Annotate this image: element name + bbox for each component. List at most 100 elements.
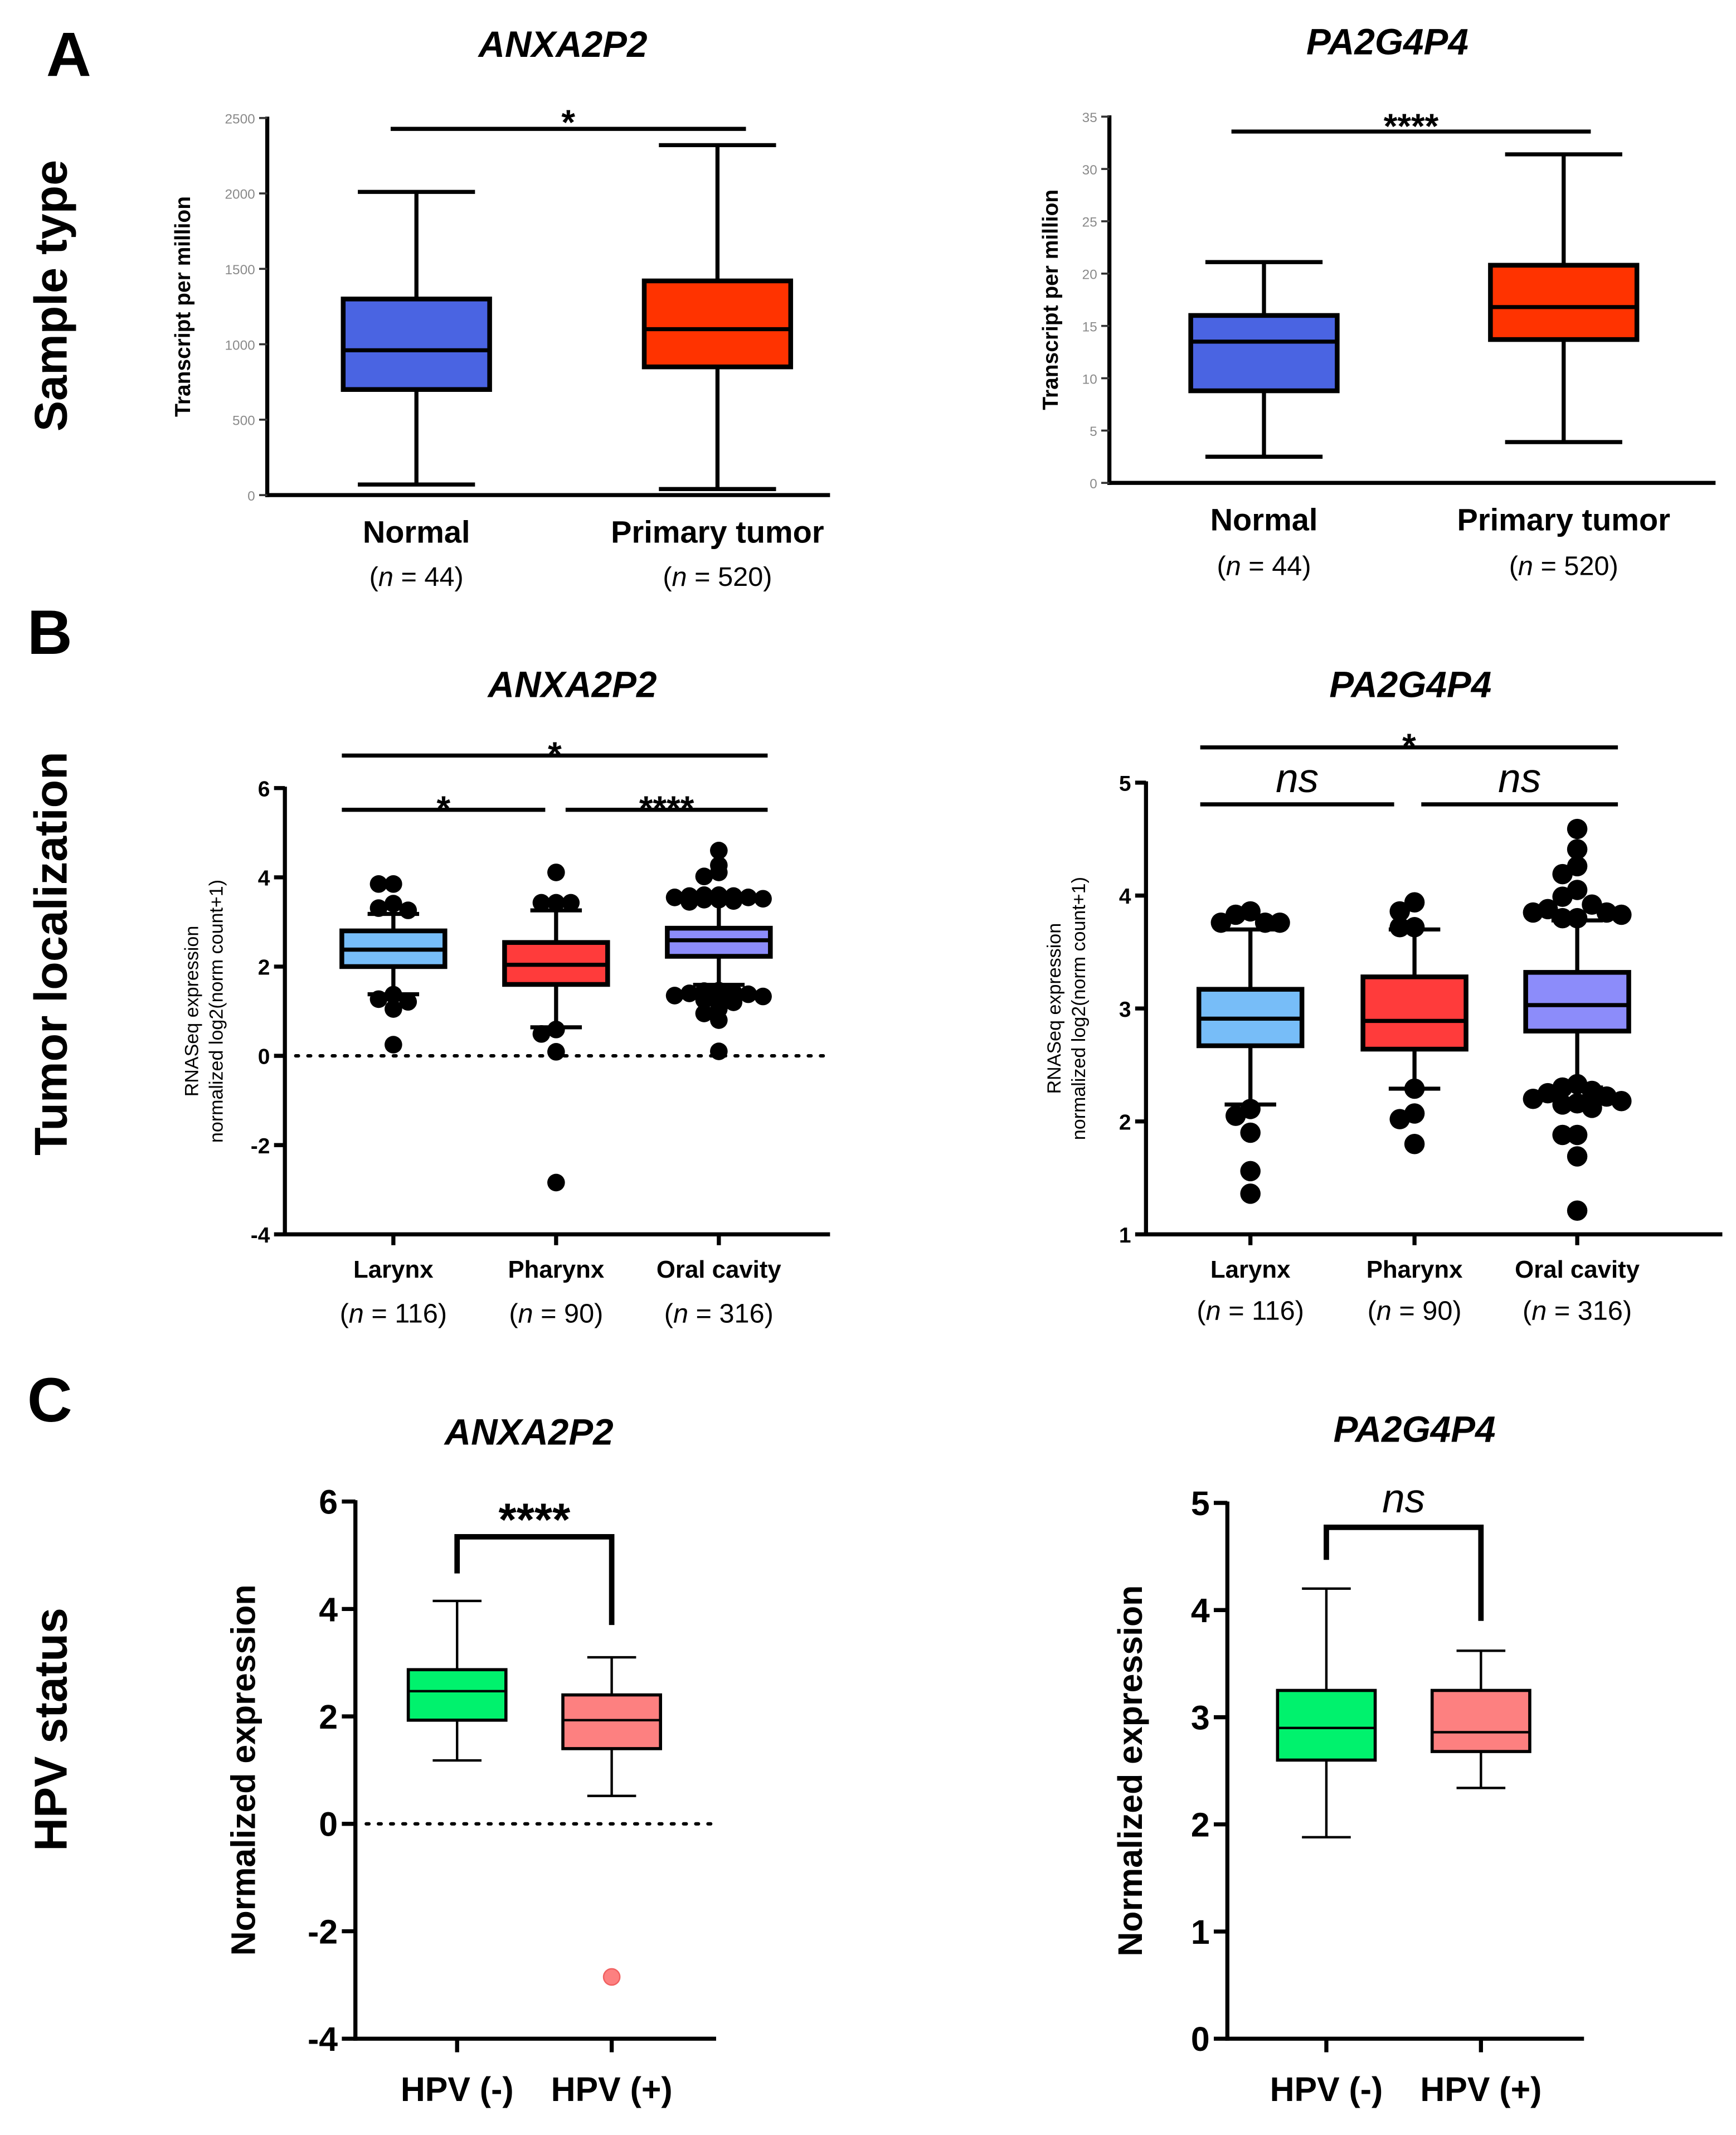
y-tick-label: 1500 — [225, 263, 255, 278]
outlier-point — [1389, 917, 1410, 938]
y-tick-label: 25 — [1082, 215, 1097, 230]
y-tick-label: 20 — [1082, 268, 1097, 283]
outlier-point — [665, 889, 684, 906]
outlier-point — [710, 1011, 728, 1029]
box-iqr — [406, 1668, 508, 1722]
outlier-point — [385, 1000, 402, 1018]
y-axis-label: normalized log2(norm count+1) — [206, 880, 227, 1143]
significance-bracket — [1324, 1525, 1484, 1621]
y-tick-label: 1 — [1191, 1913, 1210, 1951]
outlier-point — [369, 875, 388, 893]
y-tick-label: 0 — [1191, 2020, 1210, 2058]
x-category-label: HPV (+) — [1420, 2070, 1542, 2108]
outlier-point — [754, 987, 772, 1006]
outlier-point — [547, 894, 565, 912]
outlier-point — [1523, 902, 1544, 923]
box-iqr — [1523, 970, 1631, 1033]
sample-size-part: 116 — [395, 1298, 438, 1328]
outlier-point — [547, 863, 565, 881]
y-tick-label: -2 — [251, 1134, 270, 1158]
outlier-point — [695, 991, 713, 1009]
sample-size-part: 44 — [424, 562, 454, 592]
y-tick-label: -4 — [308, 2020, 338, 2058]
y-axis-label: RNASeq expression — [181, 926, 202, 1097]
y-tick-label: 1 — [1119, 1224, 1131, 1248]
outlier-point — [724, 892, 743, 910]
outlier-point — [1567, 908, 1588, 929]
chart-b-anxa2p2: ANXA2P2 -4 -2 0 2 4 6 RNASeq expression normaliz… — [181, 664, 832, 1328]
x-category-label: Pharynx — [508, 1256, 604, 1283]
row-label-tumor-localization: Tumor localization — [25, 751, 76, 1156]
significance-label: * — [437, 789, 451, 828]
sample-size-part: ( — [1368, 1296, 1377, 1326]
outlier-point — [547, 1021, 565, 1039]
outlier-point — [710, 891, 728, 909]
sample-size-part: n — [672, 562, 687, 592]
outlier-point — [1523, 1088, 1544, 1109]
significance-bracket — [454, 1534, 615, 1625]
sample-size-part: ( — [664, 1298, 673, 1328]
sample-size-part: = — [687, 562, 718, 592]
y-tick-label: 30 — [1082, 163, 1097, 178]
outlier-point — [369, 990, 388, 1008]
sample-size-label: (n = 116) — [1197, 1296, 1304, 1326]
sample-size-part: ( — [1197, 1296, 1205, 1326]
sample-size-part: ( — [1217, 551, 1226, 581]
sample-size-part: 90 — [564, 1298, 594, 1328]
outlier-point — [1552, 1094, 1573, 1115]
outlier-point — [1389, 1109, 1410, 1129]
outlier-point — [1567, 1200, 1588, 1221]
sample-size-part: n — [518, 1298, 533, 1328]
outlier-point — [695, 1005, 713, 1022]
y-tick-label: 4 — [258, 866, 270, 890]
sample-size-part: = — [688, 1298, 719, 1328]
sample-size-part: n — [1531, 1296, 1547, 1326]
box-iqr — [561, 1693, 663, 1750]
chart-a-pa2g4p4: PA2G4P4 0 5 10 15 20 25 30 35 Transcript per mill… — [1039, 21, 1716, 581]
x-category-label: HPV (+) — [551, 2070, 673, 2108]
outlier-point — [695, 867, 713, 886]
panel-letter-a: A — [46, 20, 91, 89]
sample-size-part: n — [1226, 551, 1241, 581]
outlier-point — [1404, 1078, 1425, 1099]
sample-size-part: 44 — [1272, 551, 1302, 581]
outlier-point — [547, 1043, 565, 1061]
outlier-point — [1226, 1105, 1246, 1126]
outlier-point — [399, 901, 417, 919]
sample-size-part: 520 — [1564, 551, 1609, 581]
significance-label: * — [548, 735, 562, 774]
outlier-point — [1270, 912, 1290, 933]
significance-label: * — [561, 103, 575, 142]
x-category-label: HPV (-) — [1270, 2070, 1383, 2108]
chart-title: ANXA2P2 — [478, 24, 648, 65]
chart-c-anxa2p2: ANXA2P2 -4 -2 0 2 4 6 Normalized expression HPV … — [225, 1411, 718, 2108]
outlier-point — [1389, 901, 1410, 922]
y-tick-label: 5 — [1119, 772, 1131, 796]
y-tick-label: 2500 — [225, 111, 255, 127]
outlier-point — [1611, 904, 1632, 925]
box-oral-cavity — [665, 842, 773, 1060]
outlier-point — [724, 993, 743, 1011]
x-category-label: Larynx — [1210, 1256, 1291, 1283]
outlier-point — [385, 1036, 402, 1054]
sample-size-part: = — [393, 562, 424, 592]
box-pharynx — [1360, 892, 1468, 1154]
box-oral-cavity — [1523, 818, 1632, 1221]
box-primary-tumor — [1488, 152, 1640, 444]
y-axis-label: Transcript per million — [171, 196, 195, 417]
box-iqr — [1360, 974, 1468, 1052]
panel-letter-c: C — [27, 1365, 72, 1435]
sample-size-part: ( — [1523, 1296, 1531, 1326]
box-pharynx — [502, 863, 610, 1192]
box-iqr — [341, 297, 492, 392]
y-tick-label: 4 — [1191, 1591, 1210, 1629]
y-axis-label: Normalized expression — [1111, 1585, 1149, 1957]
chart-title: ANXA2P2 — [487, 664, 657, 705]
significance-label: **** — [639, 789, 694, 828]
sample-size-part: ) — [1295, 1296, 1304, 1326]
y-tick-label: 2 — [258, 956, 270, 980]
sample-size-part: ( — [509, 1298, 518, 1328]
sample-size-part: 316 — [719, 1298, 765, 1328]
sample-size-part: n — [349, 1298, 364, 1328]
